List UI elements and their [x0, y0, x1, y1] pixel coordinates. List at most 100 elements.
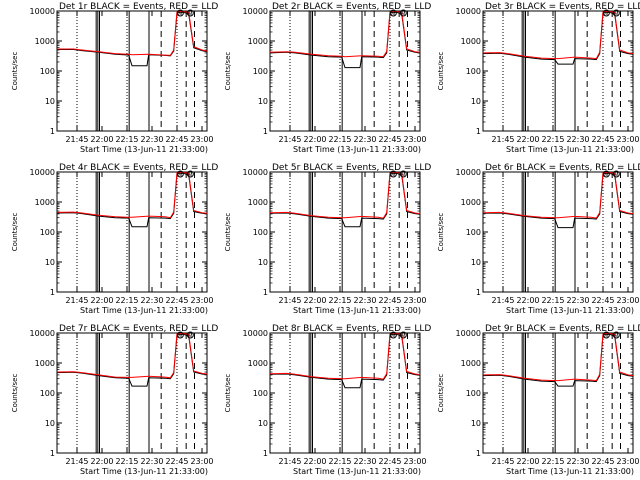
chart-title: Det 2r BLACK = Events, RED = LLD [272, 2, 431, 12]
y-tick-label: 100 [466, 228, 481, 237]
x-tick-label: 22:15 [541, 457, 564, 466]
x-axis-label: Start Time (13-Jun-11 21:33:00) [293, 306, 421, 315]
chart-panel: Det 7r BLACK = Events, RED = LLD Counts/s… [11, 324, 218, 476]
marker-label: M [604, 173, 608, 179]
marker-circle [612, 170, 620, 178]
x-tick-label: 22:15 [115, 457, 138, 466]
chart-title: Det 1r BLACK = Events, RED = LLD [59, 2, 218, 12]
y-axis-label: Counts/sec [437, 213, 445, 252]
x-tick-label: 21:45 [65, 296, 88, 305]
x-tick-label: 22:45 [591, 135, 614, 144]
y-axis-label: Counts/sec [11, 52, 19, 91]
x-tick-label: 22:00 [303, 457, 326, 466]
y-tick-label: 100 [253, 228, 268, 237]
y-tick-label: 1 [476, 449, 481, 458]
marker-circle [186, 331, 194, 339]
x-tick-label: 21:45 [278, 296, 301, 305]
x-axis-label: Start Time (13-Jun-11 21:33:00) [506, 145, 634, 154]
series-line [482, 172, 634, 229]
chart-title: Det 5r BLACK = Events, RED = LLD [272, 163, 431, 173]
y-tick-label: 1 [263, 288, 268, 297]
chart-panel: Det 8r BLACK = Events, RED = LLD Counts/s… [224, 324, 431, 476]
x-tick-label: 22:45 [378, 135, 401, 144]
series-line [57, 10, 208, 56]
marker-circle [176, 331, 184, 339]
x-tick-label: 22:00 [303, 296, 326, 305]
series-line [57, 11, 208, 67]
x-tick-label: 21:45 [491, 135, 514, 144]
marker-circle [389, 170, 397, 178]
x-tick-label: 22:00 [303, 135, 326, 144]
series-line [482, 332, 634, 382]
x-tick-label: 22:30 [353, 457, 376, 466]
x-tick-label: 22:30 [353, 135, 376, 144]
series-line [269, 333, 421, 389]
x-tick-label: 23:00 [403, 457, 426, 466]
plot-frame [482, 10, 634, 132]
y-axis-label: Counts/sec [437, 52, 445, 91]
series-line [269, 10, 421, 58]
marker-circle [186, 170, 194, 178]
marker-label: M [188, 334, 192, 340]
marker-circle [399, 9, 407, 17]
marker-label: M [391, 173, 395, 179]
y-tick-label: 10000 [456, 168, 481, 177]
series-line [482, 10, 634, 60]
x-tick-label: 23:00 [616, 135, 639, 144]
y-tick-label: 10 [258, 258, 268, 267]
marker-label: M [614, 334, 618, 340]
y-tick-label: 10000 [243, 168, 268, 177]
y-tick-label: 10 [258, 97, 268, 106]
x-axis-label: Start Time (13-Jun-11 21:33:00) [80, 306, 208, 315]
x-tick-label: 22:30 [140, 296, 163, 305]
chart-panel: Det 2r BLACK = Events, RED = LLD Counts/s… [224, 2, 431, 154]
y-tick-label: 100 [466, 389, 481, 398]
plot-frame [269, 332, 421, 454]
x-tick-label: 23:00 [403, 135, 426, 144]
marker-circle [612, 331, 620, 339]
y-tick-label: 10 [471, 419, 481, 428]
x-tick-label: 21:45 [491, 296, 514, 305]
series-line [269, 171, 421, 219]
marker-label: M [391, 334, 395, 340]
marker-circle [176, 9, 184, 17]
series-line [269, 11, 421, 69]
series-line [482, 333, 634, 387]
y-tick-label: 100 [466, 67, 481, 76]
x-axis-label: Start Time (13-Jun-11 21:33:00) [80, 467, 208, 476]
y-tick-label: 1 [476, 127, 481, 136]
x-tick-label: 22:15 [541, 296, 564, 305]
x-tick-label: 22:15 [115, 135, 138, 144]
y-tick-label: 100 [253, 67, 268, 76]
chart-title: Det 6r BLACK = Events, RED = LLD [485, 163, 640, 173]
y-axis-label: Counts/sec [224, 374, 232, 413]
marker-circle [602, 9, 610, 17]
x-tick-label: 21:45 [278, 457, 301, 466]
x-tick-label: 22:30 [353, 296, 376, 305]
marker-circle [389, 331, 397, 339]
x-tick-label: 22:00 [516, 135, 539, 144]
x-axis-label: Start Time (13-Jun-11 21:33:00) [293, 145, 421, 154]
marker-label: M [604, 334, 608, 340]
plot-frame [269, 171, 421, 293]
y-tick-label: 100 [40, 67, 55, 76]
x-tick-label: 21:45 [65, 457, 88, 466]
x-tick-label: 23:00 [616, 296, 639, 305]
y-axis-label: Counts/sec [224, 213, 232, 252]
chart-panel: Det 1r BLACK = Events, RED = LLD Counts/s… [11, 2, 218, 154]
y-tick-label: 1 [476, 288, 481, 297]
x-tick-label: 22:15 [328, 457, 351, 466]
x-tick-label: 22:30 [566, 296, 589, 305]
y-tick-label: 100 [40, 228, 55, 237]
x-tick-label: 22:45 [591, 296, 614, 305]
y-tick-label: 100 [40, 389, 55, 398]
x-tick-label: 22:30 [140, 135, 163, 144]
y-tick-label: 1000 [248, 37, 268, 46]
y-tick-label: 1000 [35, 359, 55, 368]
x-tick-label: 21:45 [65, 135, 88, 144]
marker-circle [612, 9, 620, 17]
y-tick-label: 10000 [456, 7, 481, 16]
x-tick-label: 21:45 [491, 457, 514, 466]
marker-label: M [391, 12, 395, 18]
